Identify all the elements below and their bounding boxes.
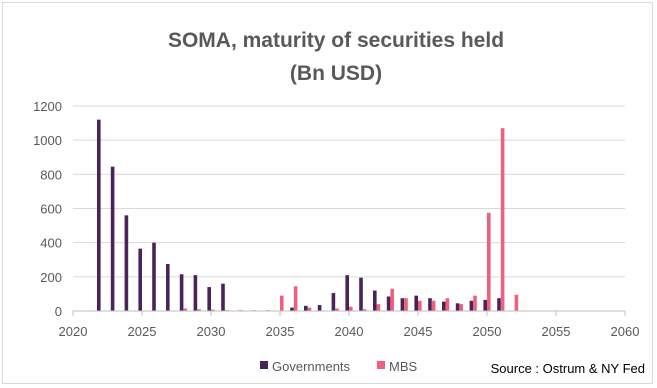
bar-mbs-2029 xyxy=(197,309,201,311)
y-tick-label: 600 xyxy=(40,202,62,217)
legend: Governments MBS xyxy=(260,359,418,374)
bar-mbs-2045 xyxy=(418,300,422,311)
bar-governments-2023 xyxy=(110,166,115,311)
bar-mbs-2046 xyxy=(431,300,436,311)
chart-frame xyxy=(2,2,653,384)
bar-governments-2027 xyxy=(166,264,170,311)
x-axis: 2020 2025 2030 2035 2040 2045 2050 2055 2060 xyxy=(59,310,640,339)
x-tick-label: 2020 xyxy=(59,324,88,339)
bar-mbs-2050 xyxy=(487,212,491,311)
legend-label-governments: Governments xyxy=(272,359,351,374)
bar-mbs-2047 xyxy=(445,298,450,311)
bar-governments-2042 xyxy=(373,290,377,311)
x-tick-label: 2050 xyxy=(473,324,502,339)
bars xyxy=(97,119,519,312)
bar-mbs-2052 xyxy=(514,294,519,311)
bar-governments-2039 xyxy=(331,293,336,311)
bar-mbs-2051 xyxy=(500,128,505,311)
y-axis-ticks: 0 200 400 600 800 1000 1200 xyxy=(33,99,62,319)
chart-title-line-2: (Bn USD) xyxy=(290,62,382,85)
legend-label-mbs: MBS xyxy=(389,359,418,374)
y-tick-label: 0 xyxy=(55,304,62,319)
bar-mbs-2040 xyxy=(349,306,353,311)
y-tick-label: 400 xyxy=(40,236,62,251)
bar-governments-2026 xyxy=(152,242,156,311)
x-tick-label: 2030 xyxy=(197,324,226,339)
bar-governments-2022 xyxy=(97,119,101,311)
bar-mbs-2049 xyxy=(473,295,477,312)
bar-governments-2050 xyxy=(483,299,487,311)
x-tick-label: 2055 xyxy=(542,324,571,339)
bar-mbs-2048 xyxy=(459,304,463,311)
gridlines xyxy=(73,105,625,278)
bar-mbs-2044 xyxy=(404,298,408,311)
bar-governments-2044 xyxy=(400,298,405,311)
bar-governments-2047 xyxy=(442,301,446,311)
bar-mbs-2030 xyxy=(211,309,215,311)
bar-governments-2037 xyxy=(304,305,308,312)
y-tick-label: 800 xyxy=(40,167,62,182)
bar-mbs-2042 xyxy=(376,304,381,311)
bar-governments-2036 xyxy=(290,307,294,311)
bar-governments-2048 xyxy=(455,303,460,311)
chart-title-line-1: SOMA, maturity of securities held xyxy=(168,29,504,52)
x-tick-label: 2025 xyxy=(128,324,157,339)
bar-governments-2031 xyxy=(221,283,225,311)
bar-mbs-2043 xyxy=(390,288,394,311)
legend-swatch-governments xyxy=(260,361,268,369)
bar-governments-2025 xyxy=(138,248,142,311)
bar-governments-2038 xyxy=(317,305,322,311)
bar-governments-2028 xyxy=(179,274,184,311)
x-tick-label: 2035 xyxy=(266,324,295,339)
y-tick-label: 1000 xyxy=(33,133,62,148)
legend-swatch-mbs xyxy=(377,361,385,369)
bar-mbs-2037 xyxy=(307,307,312,311)
x-tick-label: 2060 xyxy=(611,324,640,339)
bar-governments-2049 xyxy=(469,300,474,311)
bar-governments-2051 xyxy=(497,298,501,311)
y-tick-label: 200 xyxy=(40,270,62,285)
bar-governments-2046 xyxy=(428,298,432,311)
source-note: Source : Ostrum & NY Fed xyxy=(491,361,645,376)
bar-governments-2029 xyxy=(193,275,198,312)
x-tick-label: 2040 xyxy=(335,324,364,339)
bar-mbs-2036 xyxy=(293,286,298,311)
bar-mbs-2039 xyxy=(335,308,339,311)
y-tick-label: 1200 xyxy=(33,99,62,114)
bar-governments-2024 xyxy=(124,215,129,311)
bar-governments-2045 xyxy=(414,295,418,312)
bar-governments-2030 xyxy=(207,287,211,311)
bar-governments-2040 xyxy=(345,275,349,312)
bar-mbs-2041 xyxy=(362,309,367,311)
bar-governments-2043 xyxy=(386,296,391,311)
x-tick-label: 2045 xyxy=(404,324,433,339)
bar-governments-2041 xyxy=(359,277,363,311)
bar-mbs-2035 xyxy=(280,295,284,312)
bar-mbs-2028 xyxy=(183,308,187,311)
